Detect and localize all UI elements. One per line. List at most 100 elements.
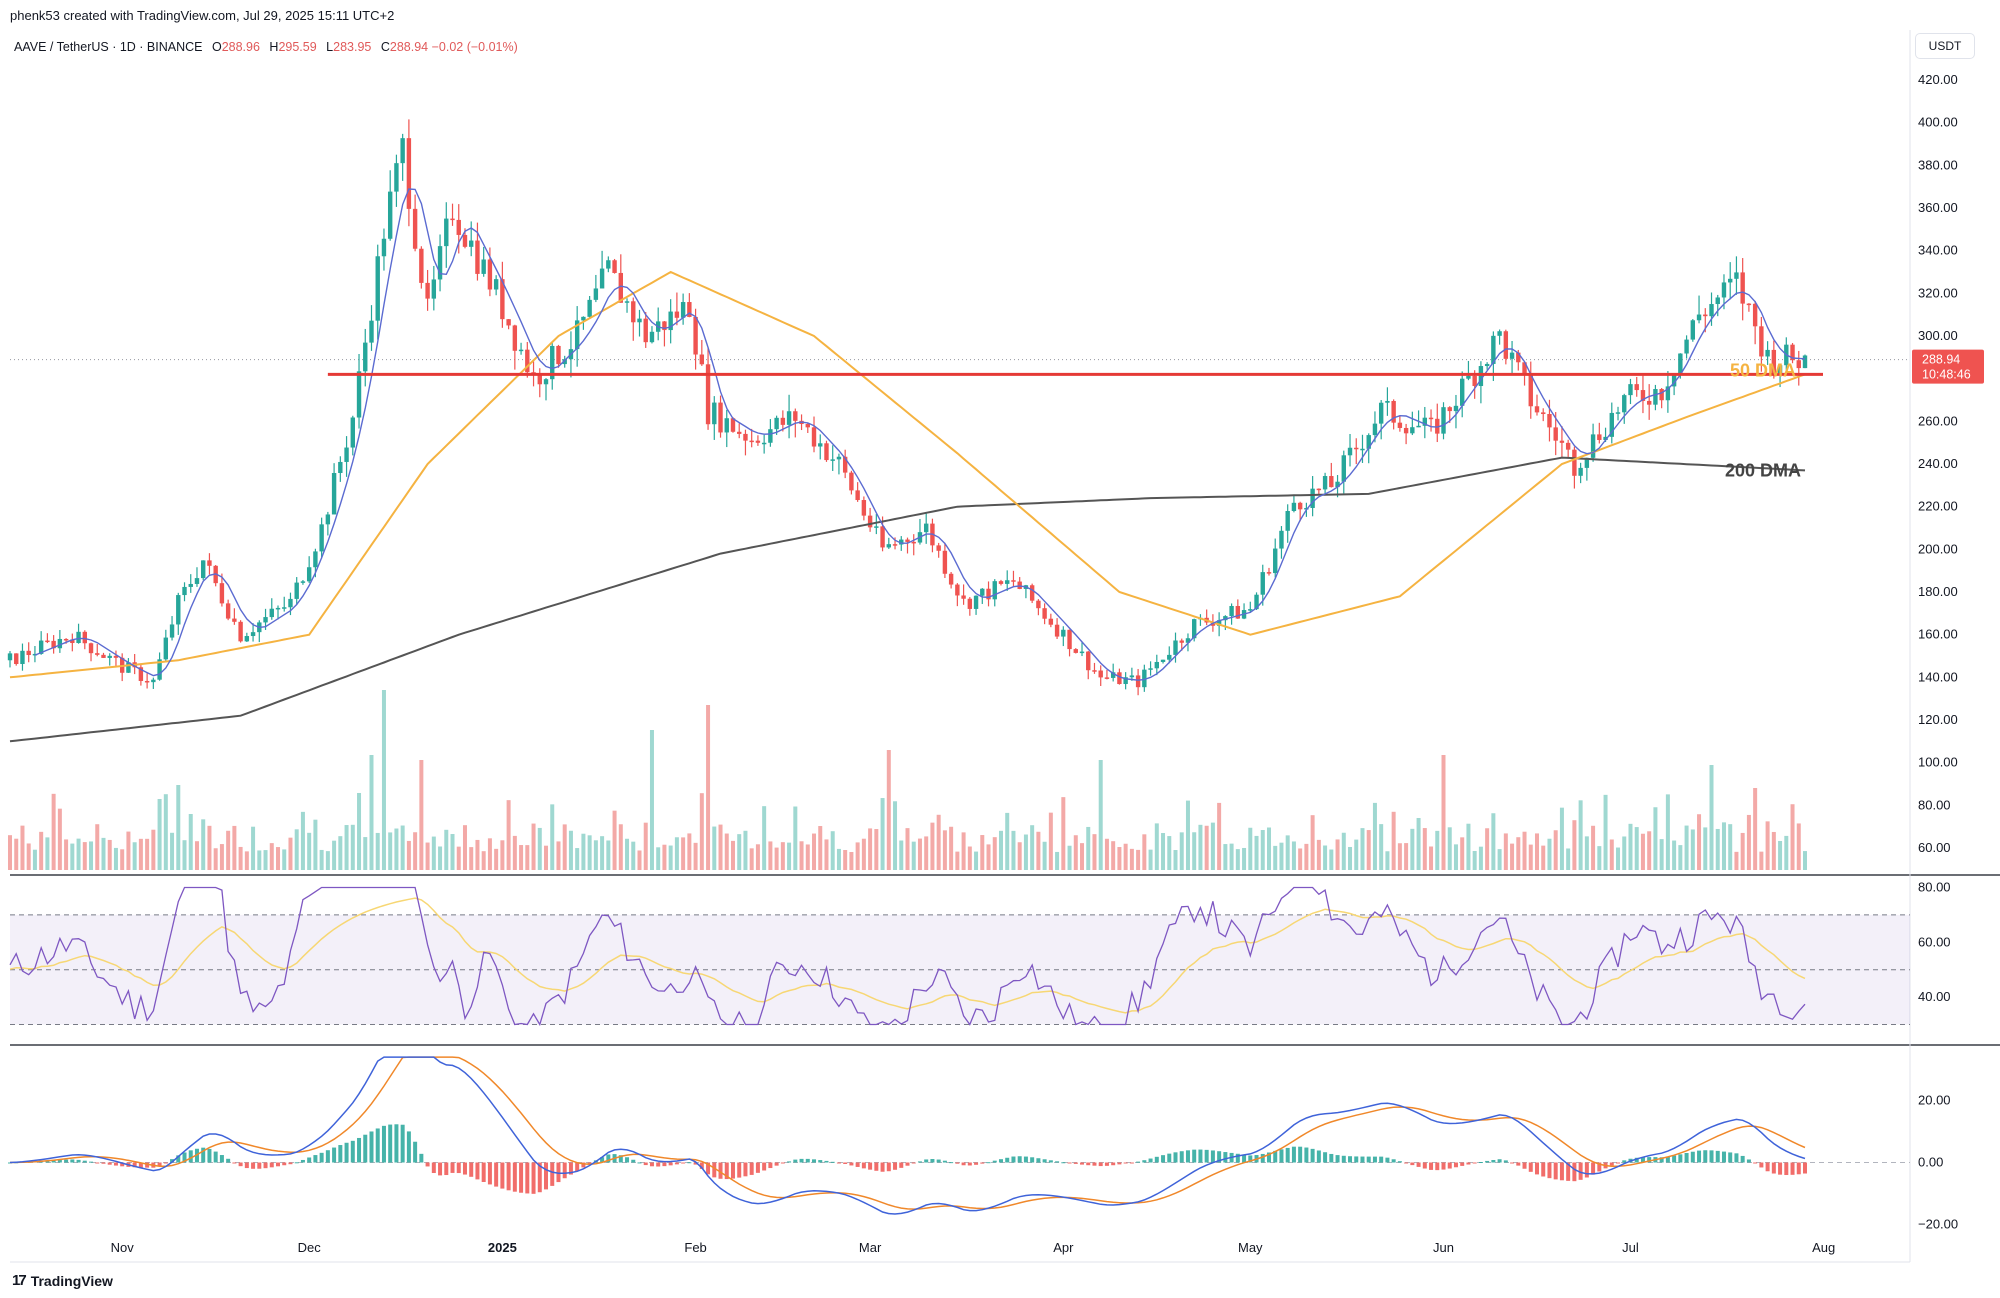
macd-hist-bar [300,1159,305,1163]
candle-body [1335,481,1340,488]
candle-body [1628,384,1633,396]
tradingview-logo-text: TradingView [30,1272,113,1289]
price-axis-tick: 140.00 [1918,669,1958,684]
candle [1740,258,1745,321]
candle-body [1029,585,1035,601]
volume-bar [1198,824,1203,870]
last-price-tag-bg [1912,349,1984,384]
volume-bar [849,851,854,870]
volume-bar [1117,847,1122,870]
volume-bar [1011,830,1016,870]
candle [188,574,193,593]
macd-hist-bar [762,1162,767,1171]
macd-hist-bar [431,1162,436,1174]
macd-hist-bar [145,1162,150,1168]
volume-bar [587,835,592,870]
volume-bar [14,838,19,870]
candle-body [76,631,81,644]
candle [662,321,667,347]
macd-hist-bar [138,1162,143,1168]
volume-bar [1323,845,1328,870]
volume-bar [537,827,542,870]
volume-bar [188,813,193,870]
candle-body [1403,427,1409,434]
candle [356,353,362,429]
candle-body [356,371,362,418]
volume-bar [706,705,711,870]
price-axis-tick: 340.00 [1918,243,1958,258]
candle [1410,411,1415,436]
volume-bar [332,840,337,870]
macd-hist-bar [1204,1149,1209,1163]
candle-body [1765,349,1770,357]
candle [294,577,299,605]
macd-hist-bar [375,1128,380,1163]
candle [394,154,399,207]
candle-body [1790,344,1795,361]
volume-bar [718,824,723,870]
volume-bar [1316,839,1321,870]
symbol-name[interactable]: AAVE / TetherUS · 1D · BINANCE [14,40,203,54]
candle [1460,371,1465,418]
candle [151,677,156,689]
macd-hist-bar [1591,1162,1596,1175]
candle [406,119,412,227]
macd-hist-bar [911,1162,916,1164]
macd-hist-bar [487,1162,492,1185]
candle [936,542,941,558]
candle [805,422,810,434]
volume-bar [1348,846,1353,870]
candle [755,435,761,446]
candle [1110,663,1116,682]
candle-body [1752,303,1758,327]
macd-hist-bar [307,1157,312,1163]
volume-bar [1734,851,1739,870]
candle-body [1746,303,1752,306]
macd-hist-bar [406,1131,411,1163]
volume-bar [1404,843,1409,870]
macd-hist-bar [693,1162,698,1165]
candle [1266,567,1272,576]
volume-bar [1460,837,1465,870]
macd-hist-bar [980,1162,985,1164]
volume-bar [1553,830,1558,870]
volume-bar [1092,834,1097,870]
candle [88,642,94,662]
volume-bar [1329,849,1334,870]
candle [82,630,87,650]
candle [581,316,586,330]
macd-hist-bar [350,1140,355,1163]
currency-button[interactable]: USDT [1916,34,1974,58]
candle [1428,409,1434,432]
price-axis-tick: 200.00 [1918,541,1958,556]
macd-hist-bar [1771,1162,1776,1174]
volume-bar [1005,812,1010,870]
candle-body [518,349,524,352]
candle-body [1229,605,1234,617]
candle [1802,354,1808,369]
candle [1728,262,1733,300]
macd-hist-bar [855,1162,860,1167]
volume-bar [843,849,848,870]
macd-hist-bar [1453,1162,1458,1168]
macd-hist-bar [743,1162,748,1177]
tradingview-logo[interactable]: 17 TradingView [12,1272,113,1289]
candle [961,584,966,605]
candle-body [1416,425,1421,428]
candle-body [1123,677,1128,685]
volume-bar [381,690,386,870]
candle-body [1541,412,1546,415]
candle-body [188,583,193,587]
candle [637,309,642,337]
candle [95,643,100,657]
volume-bar [593,840,598,870]
volume-bar [830,831,835,870]
volume-bar [949,826,954,870]
candle-body [1715,297,1720,305]
macd-hist-bar [1291,1146,1296,1163]
macd-hist-bar [544,1162,549,1190]
volume-bar [425,842,430,870]
candle-body [905,539,910,542]
macd-hist-bar [1192,1149,1197,1163]
